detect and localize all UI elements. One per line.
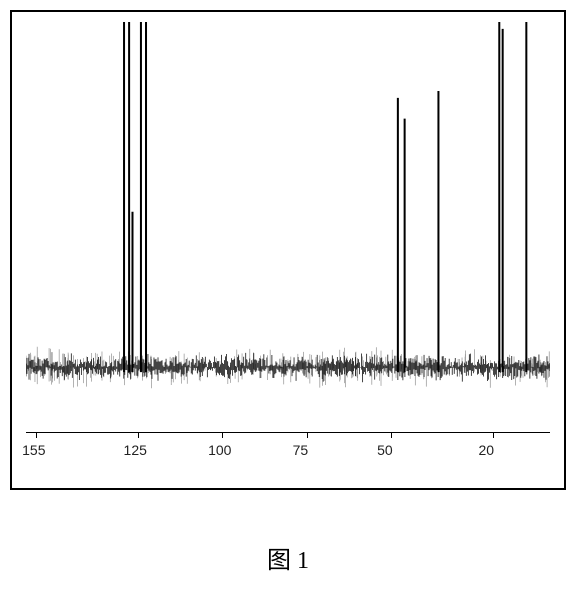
figure-container: 155 125 100 75 50 20 图 1 bbox=[10, 10, 566, 575]
x-tick bbox=[36, 432, 37, 438]
x-tick-label: 125 bbox=[124, 442, 147, 458]
x-tick bbox=[307, 432, 308, 438]
x-tick-label: 155 bbox=[22, 442, 45, 458]
x-tick-label: 75 bbox=[293, 442, 309, 458]
x-tick-label: 100 bbox=[208, 442, 231, 458]
nmr-spectrum bbox=[26, 22, 550, 428]
plot-area bbox=[26, 22, 550, 428]
x-tick-label: 20 bbox=[479, 442, 495, 458]
figure-caption: 图 1 bbox=[10, 540, 566, 575]
x-tick bbox=[493, 432, 494, 438]
x-tick-label: 50 bbox=[377, 442, 393, 458]
chart-frame: 155 125 100 75 50 20 bbox=[10, 10, 566, 490]
x-tick bbox=[222, 432, 223, 438]
x-tick bbox=[138, 432, 139, 438]
x-tick bbox=[391, 432, 392, 438]
x-axis-rule bbox=[26, 432, 550, 433]
